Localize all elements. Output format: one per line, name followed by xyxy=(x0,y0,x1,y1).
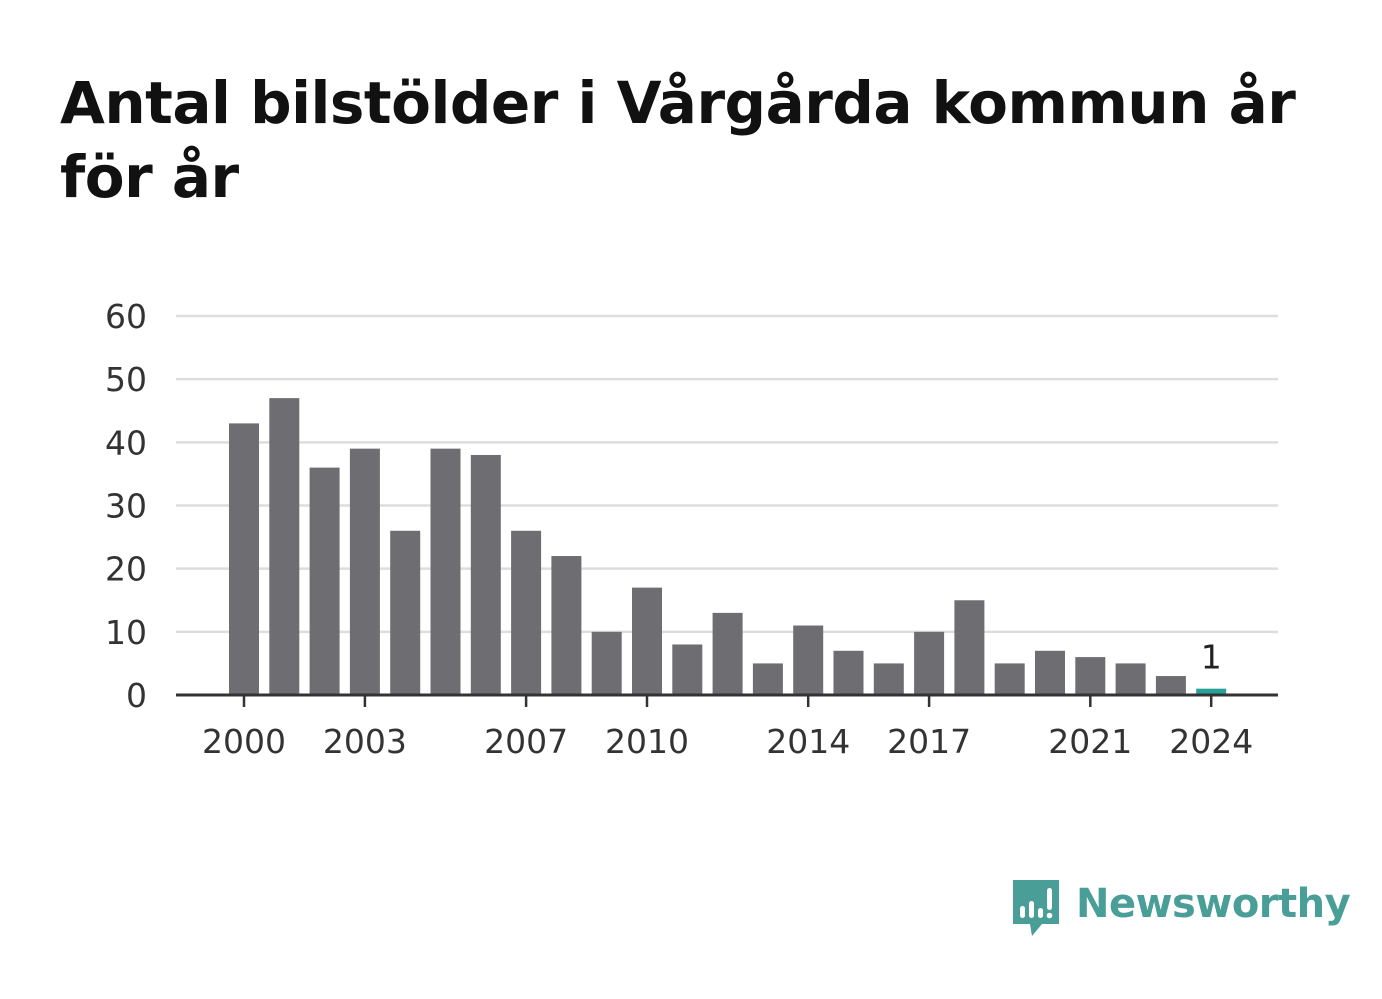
bar xyxy=(470,454,501,695)
bar xyxy=(994,663,1025,695)
bar xyxy=(1035,650,1065,695)
x-tick-label: 2014 xyxy=(766,722,850,761)
bar xyxy=(1155,676,1186,695)
bar xyxy=(712,612,743,695)
x-tick-label: 2000 xyxy=(202,722,286,761)
bar xyxy=(309,467,340,695)
bar xyxy=(752,663,783,695)
bar xyxy=(269,398,300,695)
x-tick-label: 2021 xyxy=(1048,722,1132,761)
chart-title: Antal bilstölder i Vårgårda kommun år fö… xyxy=(60,69,1296,211)
bar xyxy=(1196,688,1227,695)
y-tick-label: 10 xyxy=(105,613,147,652)
newsworthy-logo-icon xyxy=(1013,880,1059,936)
bar xyxy=(511,530,542,695)
bar xyxy=(1115,663,1146,695)
y-tick-label: 30 xyxy=(105,487,147,526)
bar xyxy=(632,587,662,695)
bar xyxy=(390,530,421,695)
newsworthy-logo: Newsworthy xyxy=(1010,878,1351,942)
bar xyxy=(914,631,945,695)
x-tick-label: 2010 xyxy=(605,722,689,761)
x-tick-label: 2017 xyxy=(887,722,971,761)
y-tick-label: 0 xyxy=(126,676,147,715)
data-labels: 1 xyxy=(1201,638,1222,677)
data-label: 1 xyxy=(1201,638,1222,677)
gridlines xyxy=(176,314,1278,634)
bar xyxy=(672,644,703,695)
bars xyxy=(229,398,1227,695)
brand-name: Newsworthy xyxy=(1076,881,1351,927)
y-tick-label: 20 xyxy=(105,550,147,589)
bar xyxy=(591,631,622,695)
y-tick-label: 50 xyxy=(105,360,147,399)
x-tick-label: 2024 xyxy=(1169,722,1253,761)
bar xyxy=(349,448,380,695)
x-tick-label: 2007 xyxy=(484,722,568,761)
bar xyxy=(229,423,259,695)
bar xyxy=(833,650,864,695)
bar xyxy=(873,663,904,695)
y-axis-ticks: 0 10 20 30 40 50 60 xyxy=(105,297,147,715)
bar xyxy=(551,556,582,695)
bar xyxy=(793,625,824,695)
x-axis-ticks: 2000 2003 2007 2010 2014 2017 2021 2024 xyxy=(202,695,1253,761)
bar xyxy=(954,600,985,695)
bar xyxy=(1075,657,1106,695)
x-tick-label: 2003 xyxy=(323,722,407,761)
bar xyxy=(430,448,461,695)
y-tick-label: 40 xyxy=(105,423,147,462)
y-tick-label: 60 xyxy=(105,297,147,336)
